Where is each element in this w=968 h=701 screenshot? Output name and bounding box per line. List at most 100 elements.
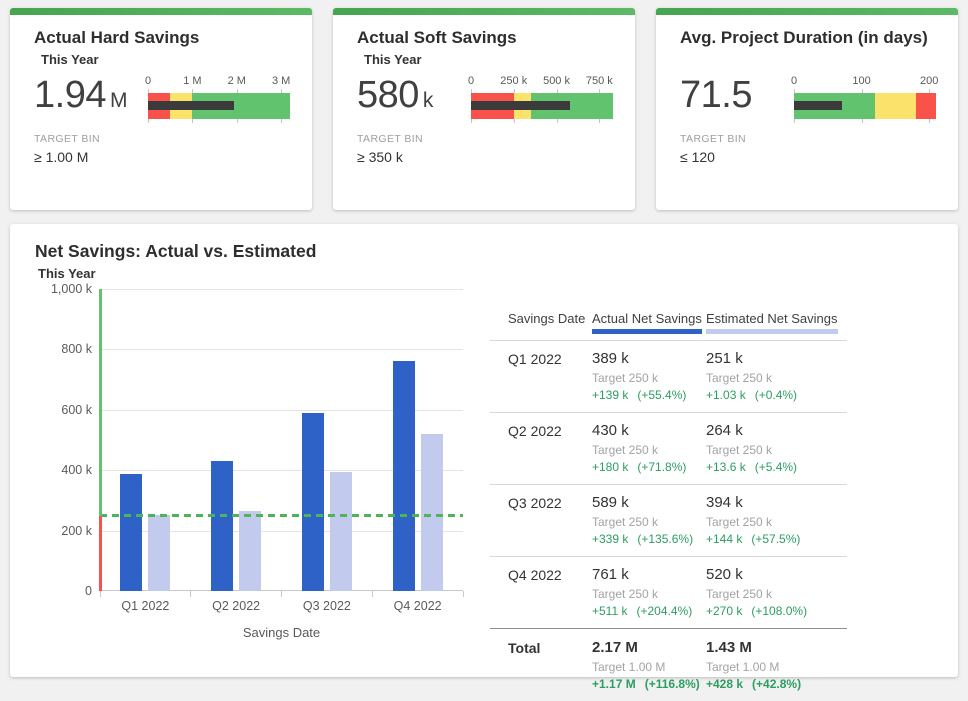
y-axis-tick-label: 600 k: [61, 402, 92, 417]
savings-date-cell: Total: [508, 640, 541, 656]
kpi-row: 1.94 M 0 1 M 2 M 3 M: [34, 73, 290, 123]
y-axis-tick-label: 1,000 k: [50, 282, 92, 296]
bullet-tick-label: 250 k: [500, 75, 528, 87]
kpi-row: 580 k 0 250 k 500 k 750 k: [357, 73, 613, 123]
target-bin-value: ≥ 350 k: [357, 149, 403, 165]
variance-amount: +139 k: [592, 388, 629, 402]
cell-value: 761 k: [592, 566, 629, 583]
table-header-row: Savings Date Actual Net Savings Estimate…: [490, 311, 847, 341]
bar-actual-net-savings-q4-2022[interactable]: [392, 361, 415, 591]
x-axis-tick: [281, 591, 282, 597]
cell-variance: +1.17 M (+116.8%): [592, 677, 706, 691]
cell-variance: +180 k (+71.8%): [592, 460, 706, 474]
column-header-actual-net-savings: Actual Net Savings: [592, 311, 706, 334]
variance-amount: +339 k: [592, 532, 629, 546]
table-total-row[interactable]: Total 2.17 M Target 1.00 M +1.17 M (+116.8%)…: [490, 628, 847, 701]
variance-percent: (+204.4%): [636, 604, 693, 618]
x-axis-line: [100, 590, 463, 591]
y-axis-tick-label: 0: [85, 584, 92, 598]
cell-value: 589 k: [592, 494, 629, 511]
cell-target: Target 250 k: [706, 371, 773, 385]
actual-net-savings-cell: 589 k Target 250 k +339 k (+135.6%): [592, 494, 706, 546]
cell-variance: +339 k (+135.6%): [592, 532, 706, 546]
cell-value: 520 k: [706, 566, 743, 583]
variance-amount: +144 k: [706, 532, 743, 546]
bullet-tick-label: 2 M: [227, 75, 246, 87]
bullet-chart: 0 100 200: [790, 73, 939, 123]
bar-actual-net-savings-q3-2022[interactable]: [301, 413, 324, 591]
actual-net-savings-cell: 2.17 M Target 1.00 M +1.17 M (+116.8%): [592, 639, 706, 691]
cell-value: 2.17 M: [592, 639, 638, 656]
bullet-tick-label: 200: [920, 75, 939, 87]
cell-variance: +511 k (+204.4%): [592, 604, 706, 618]
target-bin-label: TARGET BIN: [34, 133, 101, 145]
kpi-card-avg-project-duration[interactable]: Avg. Project Duration (in days) 71.5 0 10…: [656, 8, 958, 210]
bullet-tick-label: 0: [144, 75, 152, 87]
y-axis-labels: 1,000 k 800 k 600 k 400 k 200 k 0: [30, 282, 100, 598]
panel-subtitle: This Year: [38, 266, 96, 281]
x-axis-title: Savings Date: [242, 625, 321, 640]
cell-target: Target 250 k: [706, 587, 773, 601]
card-subtitle: This Year: [364, 52, 422, 67]
x-axis-category-label: Q2 2022: [212, 599, 261, 613]
bar-actual-net-savings-q1-2022[interactable]: [120, 473, 143, 591]
variance-percent: (+57.5%): [751, 532, 801, 546]
cell-value: 394 k: [706, 494, 743, 511]
table-row[interactable]: Q3 2022 589 k Target 250 k +339 k (+135.6%) 3…: [490, 485, 847, 557]
cell-target: Target 250 k: [706, 443, 773, 457]
card-body: Actual Hard Savings This Year 1.94 M 0 1 M…: [10, 15, 312, 165]
target-bin-label: TARGET BIN: [680, 133, 747, 145]
bar-estimated-net-savings-q3-2022[interactable]: [329, 472, 352, 591]
y-axis-tick-label: 400 k: [61, 463, 92, 478]
target-bin-label: TARGET BIN: [357, 133, 424, 145]
kpi-number: 1.94: [34, 74, 106, 117]
kpi-value: 1.94 M: [34, 74, 127, 117]
bar-estimated-net-savings-q4-2022[interactable]: [420, 433, 443, 591]
card-accent-strip: [10, 8, 312, 15]
bullet-band-segment: [915, 93, 936, 119]
variance-amount: +428 k: [706, 677, 744, 691]
card-subtitle: This Year: [41, 52, 99, 67]
bullet-band-segment: [875, 93, 916, 119]
kpi-card-actual-soft-savings[interactable]: Actual Soft Savings This Year 580 k 0 250 …: [333, 8, 635, 210]
bullet-tick-label: 0: [467, 75, 475, 87]
target-bin-value: ≤ 120: [680, 149, 715, 165]
cell-target: Target 1.00 M: [706, 660, 780, 674]
dashboard: Actual Hard Savings This Year 1.94 M 0 1 M…: [10, 8, 958, 691]
cell-target: Target 250 k: [706, 515, 773, 529]
actual-net-savings-cell: 761 k Target 250 k +511 k (+204.4%): [592, 566, 706, 618]
bullet-tick-label: 100: [852, 75, 871, 87]
y-axis-above-target-segment: [99, 289, 102, 516]
estimated-net-savings-cell: 251 k Target 250 k +1.03 k (+0.4%): [706, 350, 847, 402]
table-row[interactable]: Q4 2022 761 k Target 250 k +511 k (+204.4%) 5…: [490, 557, 847, 629]
cell-target: Target 250 k: [592, 371, 659, 385]
bullet-tick-label: 500 k: [543, 75, 570, 87]
bar-actual-net-savings-q2-2022[interactable]: [211, 461, 234, 591]
panel-title: Net Savings: Actual vs. Estimated: [35, 241, 317, 261]
card-body: Avg. Project Duration (in days) 71.5 0 10…: [656, 15, 958, 165]
variance-percent: (+135.6%): [637, 532, 694, 546]
variance-amount: +270 k: [706, 604, 743, 618]
panel-content: 1,000 k 800 k 600 k 400 k 200 k 0 Q1 2022 Q2 2…: [35, 282, 933, 701]
bullet-tick-labels: 0 100 200: [790, 75, 939, 90]
kpi-row: 71.5 0 100 200: [680, 73, 939, 123]
table-row[interactable]: Q2 2022 430 k Target 250 k +180 k (+71.8%) 26…: [490, 413, 847, 485]
variance-percent: (+5.4%): [754, 460, 798, 474]
variance-amount: +13.6 k: [706, 460, 746, 474]
net-savings-panel[interactable]: Net Savings: Actual vs. Estimated This Y…: [10, 224, 958, 691]
cell-target: Target 1.00 M: [592, 660, 666, 674]
table-row[interactable]: Q1 2022 389 k Target 250 k +139 k (+55.4%) 25…: [490, 341, 847, 413]
gridline: [100, 470, 463, 472]
bar-estimated-net-savings-q2-2022[interactable]: [239, 511, 262, 591]
card-body: Actual Soft Savings This Year 580 k 0 250 …: [333, 15, 635, 165]
estimated-net-savings-cell: 520 k Target 250 k +270 k (+108.0%): [706, 566, 847, 618]
kpi-card-actual-hard-savings[interactable]: Actual Hard Savings This Year 1.94 M 0 1 M…: [10, 8, 312, 210]
bar-estimated-net-savings-q1-2022[interactable]: [148, 515, 171, 591]
bullet-tick-label: 0: [790, 75, 798, 87]
variance-percent: (+116.8%): [644, 677, 700, 691]
target-bin-value: ≥ 1.00 M: [34, 149, 89, 165]
column-header-label-actual: Actual Net Savings: [592, 311, 702, 334]
column-header-savings-date: Savings Date: [490, 311, 592, 334]
estimated-net-savings-cell: 264 k Target 250 k +13.6 k (+5.4%): [706, 422, 847, 474]
gridline: [100, 289, 463, 290]
